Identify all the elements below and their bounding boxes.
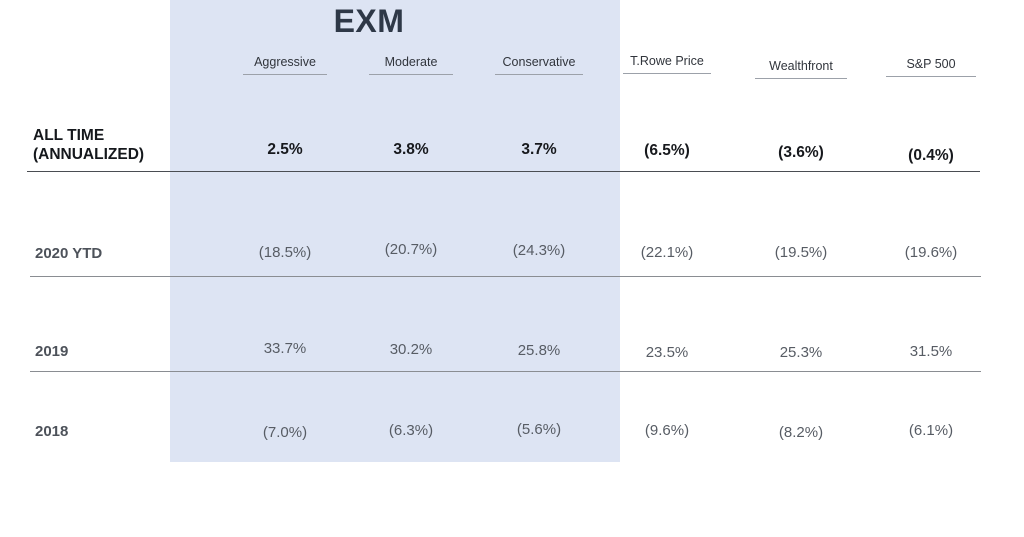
- table-cell: 31.5%: [909, 343, 953, 360]
- row-divider-2: [30, 276, 981, 277]
- table-cell: 30.2%: [389, 341, 433, 358]
- exm-highlight-region: [170, 0, 620, 462]
- table-cell: (6.5%): [644, 142, 690, 159]
- table-cell: 25.8%: [517, 342, 561, 359]
- row-divider-3: [30, 371, 981, 372]
- column-header-aggressive: Aggressive: [243, 55, 327, 75]
- table-cell: (8.2%): [778, 424, 824, 441]
- exm-group-title: EXM: [333, 3, 405, 39]
- row-label-all-time-annualized: ALL TIME (ANNUALIZED): [33, 127, 145, 163]
- table-cell: (20.7%): [384, 241, 438, 258]
- table-cell: (18.5%): [258, 244, 312, 261]
- table-cell: (24.3%): [512, 242, 566, 259]
- table-cell: 3.8%: [393, 141, 429, 158]
- row-label-2019: 2019: [35, 343, 69, 360]
- row-label-2018: 2018: [35, 423, 69, 440]
- column-header-conservative: Conservative: [495, 55, 583, 75]
- table-cell: (6.1%): [908, 422, 954, 439]
- table-cell: (19.5%): [774, 244, 828, 261]
- table-cell: 2.5%: [267, 141, 303, 158]
- column-header-sp500: S&P 500: [886, 57, 976, 77]
- table-cell: 25.3%: [779, 344, 823, 361]
- table-cell: (22.1%): [640, 244, 694, 261]
- column-header-moderate: Moderate: [369, 55, 453, 75]
- table-cell: (19.6%): [904, 244, 958, 261]
- row-divider-1: [27, 171, 980, 172]
- table-cell: (7.0%): [262, 424, 308, 441]
- table-cell: (6.3%): [388, 422, 434, 439]
- table-cell: 23.5%: [645, 344, 689, 361]
- table-cell: (3.6%): [778, 144, 824, 161]
- column-header-wealthfront: Wealthfront: [755, 59, 847, 79]
- column-header-trowe-price: T.Rowe Price: [623, 54, 711, 74]
- table-cell: (0.4%): [908, 147, 954, 164]
- table-cell: (9.6%): [644, 422, 690, 439]
- table-cell: 33.7%: [263, 340, 307, 357]
- table-cell: (5.6%): [516, 421, 562, 438]
- table-cell: 3.7%: [521, 141, 557, 158]
- row-label-2020-ytd: 2020 YTD: [35, 245, 103, 262]
